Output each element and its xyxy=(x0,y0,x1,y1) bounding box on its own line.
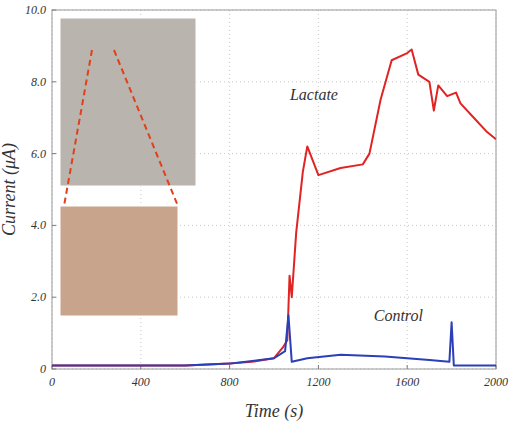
photo xyxy=(60,18,196,186)
axis-title: Time (s) xyxy=(245,401,304,422)
tick xyxy=(318,365,319,369)
line xyxy=(52,49,496,365)
grid xyxy=(52,10,496,369)
tick-label: 8.0 xyxy=(31,75,46,89)
tick xyxy=(52,10,56,11)
axis-title: Current (μA) xyxy=(0,143,20,236)
tick-label: 2000 xyxy=(484,375,508,389)
background xyxy=(0,0,518,433)
grid-line xyxy=(229,10,230,369)
tick xyxy=(52,81,56,82)
tick-label: 0 xyxy=(40,362,46,376)
tick-label: 6.0 xyxy=(31,147,46,161)
tick xyxy=(52,369,56,370)
photo xyxy=(60,206,178,316)
photo-insets xyxy=(60,18,196,316)
annotation: Lactate xyxy=(289,86,338,103)
tick-label: 2.0 xyxy=(31,290,46,304)
tick xyxy=(52,225,56,226)
tick-label: 4.0 xyxy=(31,218,46,232)
tick-label: 10.0 xyxy=(25,3,46,17)
zoom-lines xyxy=(64,50,178,206)
tick-label: 800 xyxy=(221,375,239,389)
axes: 0 400 800 1200 1600 2000 0 2.0 4.0 6.0 8.0 10.0 xyxy=(25,3,508,389)
tick xyxy=(229,365,230,369)
annotation: Control xyxy=(374,307,424,324)
line xyxy=(52,315,496,365)
tick-label: 1200 xyxy=(306,375,330,389)
tick-label: 400 xyxy=(132,375,150,389)
tick xyxy=(52,153,56,154)
grid-line xyxy=(318,10,319,369)
plot-frame xyxy=(52,10,496,369)
tick xyxy=(407,365,408,369)
tick xyxy=(52,297,56,298)
tick-label: 0 xyxy=(49,375,55,389)
chart: 0 400 800 1200 1600 2000 0 2.0 4.0 6.0 8.0 10.0 Time… xyxy=(0,0,518,433)
series xyxy=(52,49,496,365)
tick-label: 1600 xyxy=(395,375,419,389)
